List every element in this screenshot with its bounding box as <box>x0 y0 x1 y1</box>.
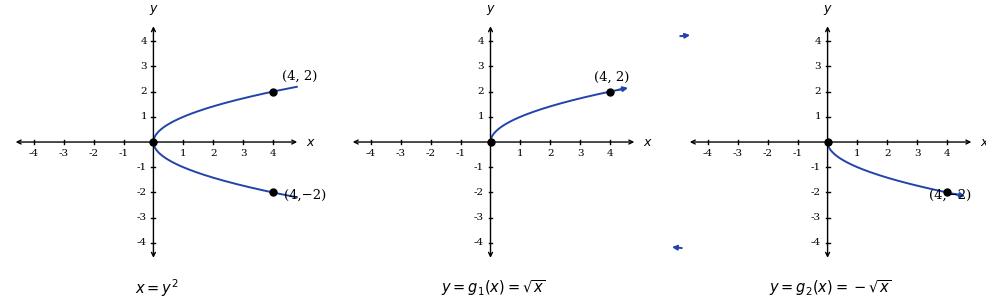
Text: $y = g_2(x) = -\sqrt{x}$: $y = g_2(x) = -\sqrt{x}$ <box>768 278 891 298</box>
Text: -1: -1 <box>792 149 802 158</box>
Text: $y$: $y$ <box>148 3 158 17</box>
Text: -3: -3 <box>473 213 483 222</box>
Text: 3: 3 <box>477 62 483 71</box>
Text: 2: 2 <box>477 87 483 96</box>
Text: 1: 1 <box>813 112 820 121</box>
Text: -1: -1 <box>137 163 147 172</box>
Text: -2: -2 <box>762 149 772 158</box>
Text: 1: 1 <box>179 149 186 158</box>
Text: $y = g_1(x) = \sqrt{x}$: $y = g_1(x) = \sqrt{x}$ <box>441 278 545 298</box>
Text: 4: 4 <box>813 36 820 46</box>
Text: (4, 2): (4, 2) <box>282 70 317 83</box>
Text: $x$: $x$ <box>306 135 316 149</box>
Text: -4: -4 <box>810 238 820 248</box>
Text: -1: -1 <box>456 149 465 158</box>
Text: -4: -4 <box>473 238 483 248</box>
Text: -3: -3 <box>732 149 742 158</box>
Text: -4: -4 <box>137 238 147 248</box>
Text: 1: 1 <box>853 149 860 158</box>
Text: -3: -3 <box>395 149 405 158</box>
Text: 4: 4 <box>606 149 613 158</box>
Text: -2: -2 <box>425 149 435 158</box>
Text: 2: 2 <box>813 87 820 96</box>
Text: -3: -3 <box>810 213 820 222</box>
Text: 2: 2 <box>546 149 553 158</box>
Text: (4,−2): (4,−2) <box>283 189 325 202</box>
Text: (4,−2): (4,−2) <box>929 189 970 202</box>
Text: -4: -4 <box>366 149 376 158</box>
Text: -2: -2 <box>810 188 820 197</box>
Text: 4: 4 <box>477 36 483 46</box>
Text: 3: 3 <box>577 149 583 158</box>
Text: 1: 1 <box>477 112 483 121</box>
Text: -3: -3 <box>58 149 69 158</box>
Text: $x$: $x$ <box>979 135 986 149</box>
Text: $x = y^2$: $x = y^2$ <box>134 278 178 299</box>
Text: -2: -2 <box>473 188 483 197</box>
Text: -1: -1 <box>810 163 820 172</box>
Text: 2: 2 <box>140 87 147 96</box>
Text: -4: -4 <box>29 149 38 158</box>
Text: 4: 4 <box>140 36 147 46</box>
Text: $y$: $y$ <box>821 3 831 17</box>
Text: 4: 4 <box>269 149 276 158</box>
Text: -2: -2 <box>137 188 147 197</box>
Text: 3: 3 <box>913 149 920 158</box>
Text: -1: -1 <box>473 163 483 172</box>
Text: 3: 3 <box>240 149 246 158</box>
Text: 3: 3 <box>813 62 820 71</box>
Text: 1: 1 <box>140 112 147 121</box>
Text: (4, 2): (4, 2) <box>594 71 628 83</box>
Text: 4: 4 <box>943 149 950 158</box>
Text: $y$: $y$ <box>485 3 495 17</box>
Text: -1: -1 <box>118 149 128 158</box>
Text: -3: -3 <box>137 213 147 222</box>
Text: 2: 2 <box>210 149 216 158</box>
Text: 3: 3 <box>140 62 147 71</box>
Text: 1: 1 <box>517 149 524 158</box>
Text: -2: -2 <box>89 149 99 158</box>
Text: 2: 2 <box>883 149 889 158</box>
Text: $x$: $x$ <box>643 135 652 149</box>
Text: -4: -4 <box>702 149 712 158</box>
